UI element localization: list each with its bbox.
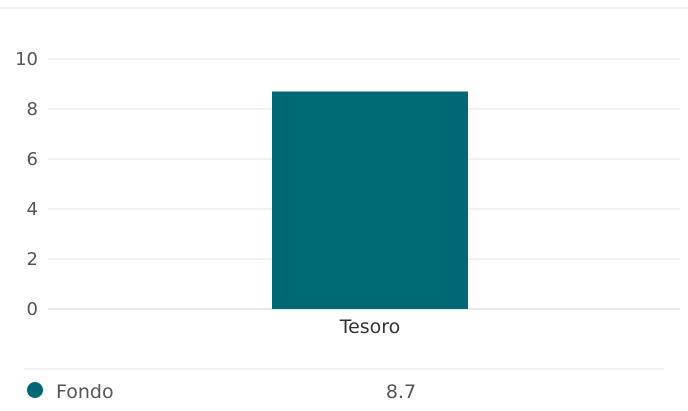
legend-marker-fondo: [27, 382, 43, 398]
bar-tesoro: [272, 91, 468, 309]
category-label-tesoro: Tesoro: [339, 316, 401, 338]
legend-value-fondo: 8.7: [386, 381, 416, 403]
y-tick-label-8: 8: [27, 99, 38, 120]
x-axis-category-labels: Tesoro: [339, 316, 401, 338]
y-tick-label-2: 2: [27, 249, 38, 270]
legend-label-fondo: Fondo: [56, 381, 114, 403]
y-axis-tick-labels: 0 2 4 6 8 10: [15, 49, 38, 320]
bars: [272, 91, 468, 309]
y-tick-label-6: 6: [27, 149, 38, 170]
y-tick-label-10: 10: [15, 49, 38, 70]
legend: Fondo 8.7: [27, 381, 416, 403]
y-tick-label-4: 4: [27, 199, 38, 220]
y-tick-label-0: 0: [27, 299, 38, 320]
